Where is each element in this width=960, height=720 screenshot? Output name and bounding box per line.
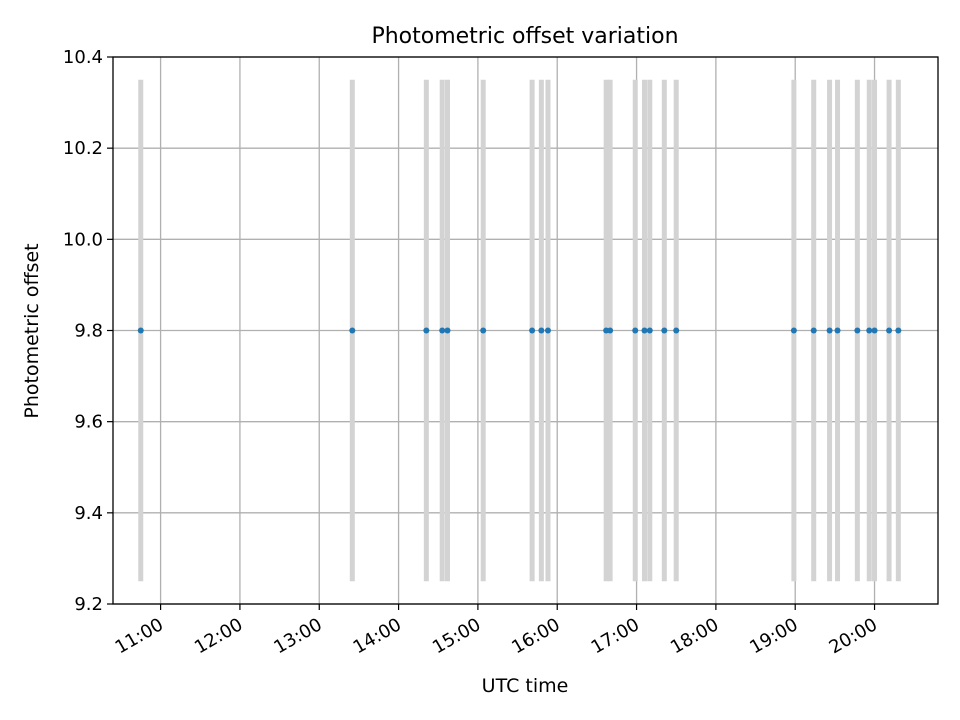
x-axis-ticks: 11:00 12:00 13:00 14:00 15:00 16:00 17:00 18:00… xyxy=(112,604,881,658)
data-point xyxy=(790,327,797,334)
y-tick-label: 10.0 xyxy=(63,229,103,250)
data-point xyxy=(349,327,356,334)
data-point xyxy=(137,327,144,334)
data-point xyxy=(439,327,446,334)
x-tick-label: 20:00 xyxy=(826,614,881,658)
data-point xyxy=(646,327,653,334)
data-point xyxy=(810,327,817,334)
x-axis-label: UTC time xyxy=(482,675,569,697)
data-point xyxy=(834,327,841,334)
data-point xyxy=(641,327,648,334)
data-point xyxy=(661,327,668,334)
data-point xyxy=(673,327,680,334)
y-tick-label: 10.4 xyxy=(63,47,103,68)
x-tick-label: 19:00 xyxy=(746,614,801,658)
x-tick-label: 16:00 xyxy=(508,614,563,658)
data-point xyxy=(423,327,430,334)
x-tick-label: 11:00 xyxy=(112,614,167,658)
x-tick-label: 18:00 xyxy=(667,614,722,658)
x-tick-label: 15:00 xyxy=(429,614,484,658)
y-tick-label: 10.2 xyxy=(63,138,103,159)
y-tick-label: 9.6 xyxy=(74,412,103,433)
data-point xyxy=(607,327,614,334)
data-point xyxy=(529,327,536,334)
x-tick-label: 12:00 xyxy=(191,614,246,658)
x-tick-label: 13:00 xyxy=(270,614,325,658)
x-tick-label: 14:00 xyxy=(350,614,405,658)
data-point xyxy=(854,327,861,334)
data-point xyxy=(826,327,833,334)
data-point xyxy=(480,327,487,334)
data-points xyxy=(137,327,902,334)
data-point xyxy=(544,327,551,334)
data-point xyxy=(444,327,451,334)
y-axis-label: Photometric offset xyxy=(21,243,43,418)
x-tick-label: 17:00 xyxy=(588,614,643,658)
y-tick-label: 9.4 xyxy=(74,503,103,524)
y-tick-label: 9.8 xyxy=(74,321,103,342)
data-point xyxy=(886,327,893,334)
data-point xyxy=(866,327,873,334)
chart-title: Photometric offset variation xyxy=(371,24,678,49)
data-point xyxy=(871,327,878,334)
data-point xyxy=(895,327,902,334)
data-point xyxy=(538,327,545,334)
data-point xyxy=(632,327,639,334)
y-tick-label: 9.2 xyxy=(74,594,103,615)
y-axis-ticks: 9.2 9.4 9.6 9.8 10.0 10.2 10.4 xyxy=(63,47,113,615)
